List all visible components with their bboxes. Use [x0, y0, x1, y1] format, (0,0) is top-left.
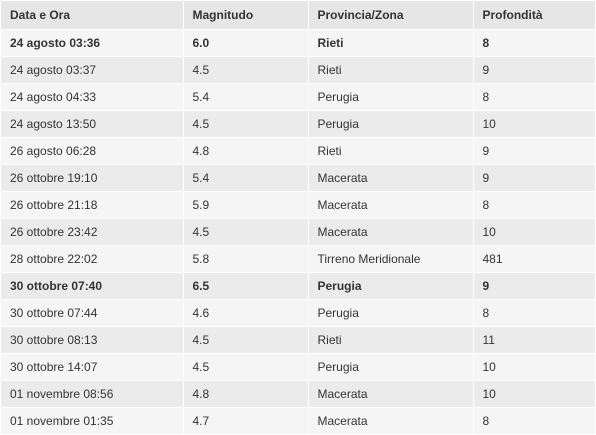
cell-province-zone: Perugia: [308, 83, 474, 111]
table-row: 01 novembre 01:35 4.7 Macerata 8: [1, 407, 595, 435]
table-row: 28 ottobre 22:02 5.8 Tirreno Meridionale 48…: [1, 245, 595, 273]
cell-province-zone: Macerata: [308, 191, 474, 219]
cell-depth: 8: [473, 29, 595, 57]
cell-magnitude: 4.5: [183, 110, 309, 138]
cell-depth: 8: [473, 407, 595, 435]
cell-magnitude: 4.5: [183, 326, 309, 354]
cell-magnitude: 4.8: [183, 380, 309, 408]
cell-depth: 10: [473, 110, 595, 138]
cell-province-zone: Perugia: [308, 272, 474, 300]
table-row: 26 ottobre 19:10 5.4 Macerata 9: [1, 164, 595, 192]
cell-date-time: 30 ottobre 07:44: [1, 299, 184, 327]
cell-province-zone: Macerata: [308, 380, 474, 408]
cell-province-zone: Perugia: [308, 353, 474, 381]
cell-province-zone: Rieti: [308, 326, 474, 354]
cell-depth: 8: [473, 83, 595, 111]
cell-date-time: 01 novembre 08:56: [1, 380, 184, 408]
cell-depth: 10: [473, 380, 595, 408]
table-header-row: Data e Ora Magnitudo Provincia/Zona Prof…: [1, 1, 595, 30]
table-row: 30 ottobre 08:13 4.5 Rieti 11: [1, 326, 595, 354]
cell-date-time: 24 agosto 13:50: [1, 110, 184, 138]
cell-magnitude: 5.8: [183, 245, 309, 273]
table-row: 26 agosto 06:28 4.8 Rieti 9: [1, 137, 595, 165]
cell-province-zone: Tirreno Meridionale: [308, 245, 474, 273]
header-magnitude: Magnitudo: [183, 1, 309, 30]
table-row: 24 agosto 03:37 4.5 Rieti 9: [1, 56, 595, 84]
table-body: 24 agosto 03:36 6.0 Rieti 8 24 agosto 03:37 4…: [1, 29, 595, 435]
cell-depth: 9: [473, 164, 595, 192]
table-row: 01 novembre 08:56 4.8 Macerata 10: [1, 380, 595, 408]
cell-date-time: 28 ottobre 22:02: [1, 245, 184, 273]
cell-province-zone: Rieti: [308, 29, 474, 57]
cell-date-time: 30 ottobre 14:07: [1, 353, 184, 381]
cell-magnitude: 4.5: [183, 56, 309, 84]
cell-province-zone: Rieti: [308, 137, 474, 165]
cell-date-time: 24 agosto 03:36: [1, 29, 184, 57]
cell-province-zone: Perugia: [308, 299, 474, 327]
table-row: 24 agosto 13:50 4.5 Perugia 10: [1, 110, 595, 138]
cell-depth: 9: [473, 137, 595, 165]
cell-province-zone: Macerata: [308, 164, 474, 192]
cell-depth: 10: [473, 353, 595, 381]
cell-date-time: 01 novembre 01:35: [1, 407, 184, 435]
cell-date-time: 26 ottobre 19:10: [1, 164, 184, 192]
cell-province-zone: Rieti: [308, 56, 474, 84]
cell-depth: 11: [473, 326, 595, 354]
table-row: 26 ottobre 23:42 4.5 Macerata 10: [1, 218, 595, 246]
header-province-zone: Provincia/Zona: [308, 1, 474, 30]
cell-date-time: 30 ottobre 07:40: [1, 272, 184, 300]
table-row: 26 ottobre 21:18 5.9 Macerata 8: [1, 191, 595, 219]
header-date-time: Data e Ora: [1, 1, 184, 30]
cell-date-time: 24 agosto 04:33: [1, 83, 184, 111]
cell-date-time: 26 ottobre 21:18: [1, 191, 184, 219]
cell-magnitude: 4.5: [183, 353, 309, 381]
table-row: 24 agosto 04:33 5.4 Perugia 8: [1, 83, 595, 111]
table-row: 30 ottobre 07:40 6.5 Perugia 9: [1, 272, 595, 300]
cell-date-time: 26 ottobre 23:42: [1, 218, 184, 246]
cell-depth: 8: [473, 299, 595, 327]
cell-date-time: 26 agosto 06:28: [1, 137, 184, 165]
cell-magnitude: 4.5: [183, 218, 309, 246]
cell-date-time: 24 agosto 03:37: [1, 56, 184, 84]
cell-date-time: 30 ottobre 08:13: [1, 326, 184, 354]
cell-province-zone: Macerata: [308, 218, 474, 246]
cell-depth: 8: [473, 191, 595, 219]
cell-province-zone: Macerata: [308, 407, 474, 435]
cell-depth: 9: [473, 56, 595, 84]
cell-province-zone: Perugia: [308, 110, 474, 138]
cell-depth: 9: [473, 272, 595, 300]
cell-magnitude: 6.0: [183, 29, 309, 57]
cell-magnitude: 6.5: [183, 272, 309, 300]
header-depth: Profondità: [473, 1, 595, 30]
table-row: 24 agosto 03:36 6.0 Rieti 8: [1, 29, 595, 57]
table-row: 30 ottobre 14:07 4.5 Perugia 10: [1, 353, 595, 381]
cell-depth: 481: [473, 245, 595, 273]
cell-magnitude: 5.4: [183, 164, 309, 192]
cell-magnitude: 5.9: [183, 191, 309, 219]
cell-depth: 10: [473, 218, 595, 246]
cell-magnitude: 5.4: [183, 83, 309, 111]
cell-magnitude: 4.8: [183, 137, 309, 165]
cell-magnitude: 4.6: [183, 299, 309, 327]
table-row: 30 ottobre 07:44 4.6 Perugia 8: [1, 299, 595, 327]
cell-magnitude: 4.7: [183, 407, 309, 435]
